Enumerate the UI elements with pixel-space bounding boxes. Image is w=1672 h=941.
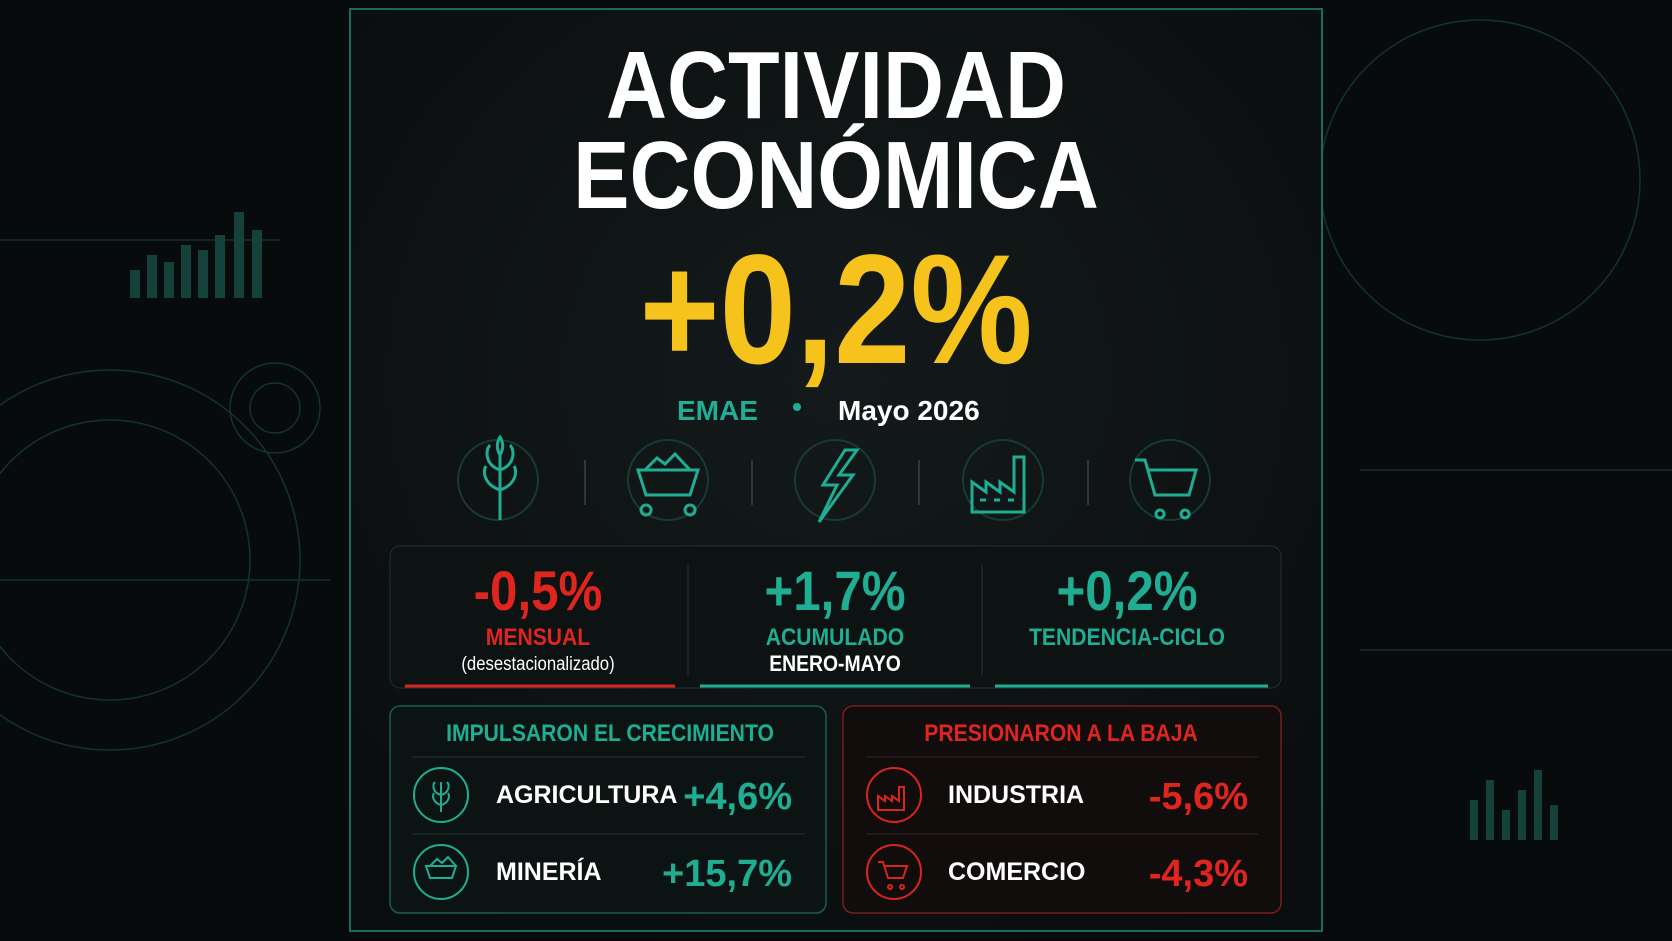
sector-value: -4,3% [1148,853,1248,895]
stat-note: (desestacionalizado) [461,654,615,675]
sector-icons [457,434,1211,523]
stat-value: -0,5% [473,559,603,622]
stat-value: +1,7% [764,559,906,622]
sector-name: INDUSTRIA [948,781,1085,809]
background-bars [130,212,1558,840]
headline: +0,2% [639,223,1033,397]
sector-name: MINERÍA [496,858,602,886]
up-box [389,705,827,914]
stat-note: ENERO-MAYO [769,651,901,676]
sector-value: -5,6% [1148,776,1248,818]
period: Mayo 2026 [838,395,980,426]
box-title: IMPULSARON EL CRECIMIENTO [446,720,774,747]
stat-label: MENSUAL [485,624,591,651]
sector-name: COMERCIO [948,858,1086,886]
source: EMAE [677,395,758,426]
sector-value: +4,6% [683,776,792,818]
background-rings [0,19,1672,751]
stats-box [389,545,1282,689]
dot [793,403,801,411]
row-separators [412,756,1258,835]
stat-value: +0,2% [1056,559,1198,622]
down-box [842,705,1282,914]
box-title: PRESIONARON A LA BAJA [924,720,1198,747]
sector-value: +15,7% [662,853,792,895]
stat-label: ACUMULADO [765,624,905,651]
title-line: ECONÓMICA [573,122,1099,229]
stat-label: TENDENCIA-CICLO [1029,624,1225,651]
title-line: ACTIVIDAD [606,32,1066,139]
sector-name: AGRICULTURA [496,781,678,809]
row-icons [413,767,922,900]
